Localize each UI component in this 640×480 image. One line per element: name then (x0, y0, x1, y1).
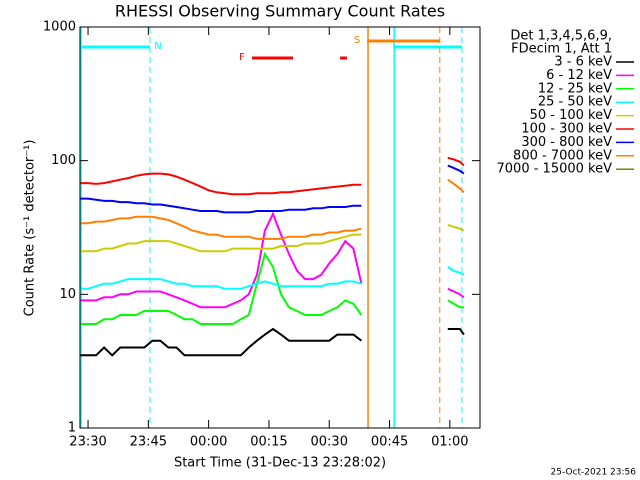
legend-header: Det 1,3,4,5,6,9, (510, 29, 612, 44)
y-tick-label: 100 (51, 153, 76, 168)
legend-label: 7000 - 15000 keV (497, 162, 613, 177)
x-tick-label: 23:30 (69, 435, 106, 450)
legend-label: 50 - 100 keV (530, 108, 613, 123)
y-tick-label: 1 (68, 421, 76, 436)
series-line (80, 251, 464, 325)
legend-label: 6 - 12 keV (546, 68, 612, 83)
series-line (80, 224, 465, 253)
legend-label: 300 - 800 keV (521, 135, 612, 150)
legend-label: 800 - 7000 keV (513, 148, 612, 163)
y-tick-label: 10 (59, 287, 76, 302)
series-line (80, 164, 465, 214)
y-axis-label: Count Rate (s⁻¹ detector⁻¹) (23, 140, 38, 317)
series-line (80, 211, 465, 309)
x-tick-label: 00:30 (311, 435, 348, 450)
footer: 25-Oct-2021 23:56 (551, 468, 637, 478)
legend-label: 3 - 6 keV (554, 55, 612, 70)
x-tick-label: 23:45 (130, 435, 167, 450)
flag-label: F (239, 52, 245, 63)
plot-frame (79, 26, 481, 429)
y-tick-label: 1000 (43, 20, 76, 35)
series-line (80, 156, 465, 196)
x-axis-label: Start Time (31-Dec-13 23:28:02) (174, 456, 386, 471)
chart-title: RHESSI Observing Summary Count Rates (115, 2, 445, 21)
flag-label: S (354, 35, 360, 46)
series-line (80, 327, 465, 357)
legend-label: 100 - 300 keV (521, 122, 612, 137)
x-tick-label: 01:00 (431, 435, 468, 450)
x-tick-label: 00:00 (190, 435, 227, 450)
x-tick-label: 00:15 (250, 435, 287, 450)
x-tick-label: 00:45 (371, 435, 408, 450)
flag-label: N (154, 41, 161, 52)
legend-header: FDecim 1, Att 1 (511, 42, 612, 57)
series-line (80, 266, 465, 290)
legend-label: 12 - 25 keV (538, 81, 612, 96)
series-line (80, 178, 465, 240)
legend-label: 25 - 50 keV (538, 95, 612, 110)
